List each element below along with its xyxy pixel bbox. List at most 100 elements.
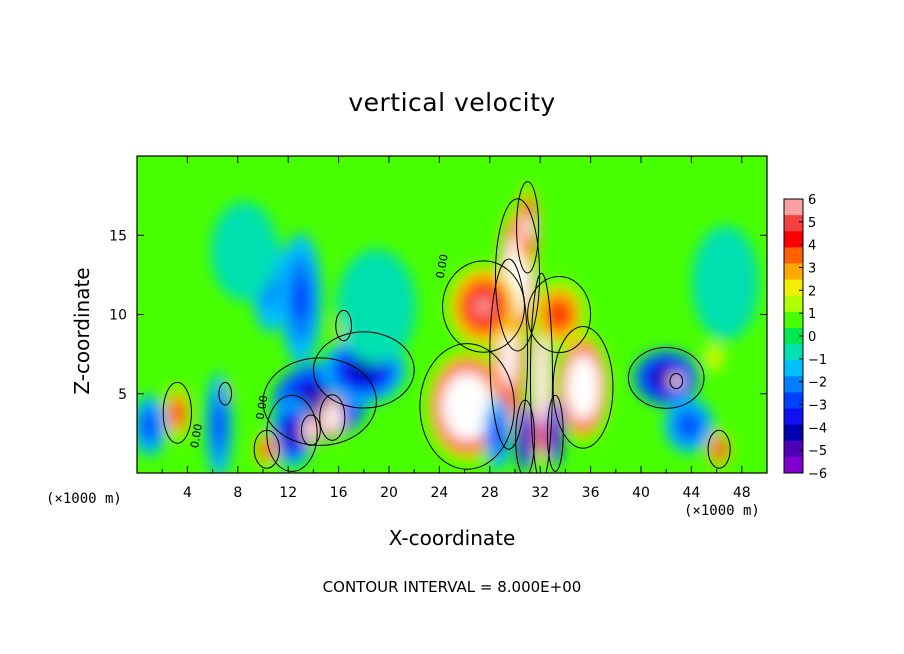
- contour-label: 0.00: [188, 423, 205, 449]
- zero-contour-line: [529, 272, 553, 473]
- field-contour-band: [513, 264, 522, 285]
- x-axis: 4 8 12 16 20 24 28 32 36 40 44 48: [161, 156, 751, 501]
- colorbar: 6 5 4 3 2 1 0 −1 −2 −3 −4 −5 −6: [783, 193, 827, 482]
- field-contour-band: [679, 414, 699, 436]
- field-contour-band: [524, 219, 531, 235]
- contour-labels: 0.00 0.00 0.00: [188, 253, 451, 449]
- zero-contour-line: [312, 331, 415, 409]
- zero-contour-line: [489, 258, 529, 450]
- zero-contour-line: [162, 381, 192, 444]
- colorbar-label: 5: [808, 216, 816, 231]
- zero-contour-line: [300, 414, 321, 446]
- zero-contour-line: [546, 394, 564, 472]
- zero-contour-line: [218, 381, 232, 406]
- zero-contour-line: [253, 429, 280, 469]
- zero-contour-line: [627, 346, 705, 409]
- colorbar-swatch: [784, 360, 803, 377]
- field-contour-band: [673, 378, 679, 384]
- x-tick-label: 16: [330, 485, 348, 501]
- x-tick-label: 12: [279, 485, 297, 501]
- field-contour-band: [292, 275, 310, 322]
- field-feature: [448, 266, 519, 347]
- colorbar-label: −5: [808, 444, 827, 459]
- field-contour-band: [351, 360, 376, 380]
- field-contour-band: [142, 413, 157, 437]
- field-feature: [516, 187, 539, 268]
- field-feature: [704, 342, 724, 372]
- colorbar-label: −3: [808, 399, 827, 414]
- zero-contour-line: [707, 429, 731, 469]
- colorbar-label: 3: [808, 262, 816, 277]
- field-feature: [320, 396, 345, 439]
- field-contour-band: [504, 342, 513, 367]
- field-feature: [708, 431, 730, 468]
- field-feature: [484, 396, 511, 471]
- colorbar-swatch: [784, 247, 803, 264]
- field-contour-band: [460, 397, 474, 415]
- colorbar-swatch: [784, 311, 803, 329]
- field-feature: [301, 415, 321, 445]
- zero-contour-line: [442, 260, 525, 353]
- field-contour-band: [307, 426, 314, 434]
- field-contour-band: [707, 253, 744, 313]
- zero-contour-line: [262, 357, 377, 446]
- field-feature: [633, 350, 699, 406]
- field-feature: [427, 352, 507, 461]
- field-contour-band: [550, 304, 568, 325]
- x-tick-label: 20: [380, 485, 398, 501]
- colorbar-swatch: [784, 344, 803, 361]
- zero-contour-line: [419, 343, 515, 470]
- x-tick-label: 36: [582, 485, 600, 501]
- x-tick-label: 28: [481, 485, 499, 501]
- zero-contour-line: [335, 309, 353, 342]
- colorbar-label: 4: [808, 239, 816, 254]
- contour-label: 0.00: [434, 253, 451, 279]
- colorbar-label: 2: [808, 284, 816, 299]
- contour-interval-note: CONTOUR INTERVAL = 8.000E+00: [322, 578, 582, 596]
- zero-contour-line: [266, 394, 318, 472]
- field-feature: [279, 233, 322, 365]
- field-contour-band: [262, 443, 272, 456]
- zero-contour-line: [319, 394, 346, 441]
- colorbar-swatch: [784, 392, 803, 410]
- field-feature: [269, 399, 315, 468]
- field-contour-band: [172, 404, 183, 422]
- x-tick-label: 32: [531, 485, 549, 501]
- x-tick-label: 44: [682, 485, 700, 501]
- zero-contour-line: [516, 181, 540, 274]
- y-axis: 5 10 15: [109, 228, 767, 403]
- colorbar-label: −1: [808, 353, 827, 368]
- y-tick-label: 15: [109, 228, 127, 244]
- field-contour-band: [708, 348, 720, 366]
- field-feature: [210, 201, 278, 301]
- chart-title: vertical velocity: [348, 88, 556, 117]
- field-feature: [163, 385, 191, 441]
- x-tick-label: 40: [632, 485, 650, 501]
- x-scale-note-right: (×1000 m): [684, 503, 760, 519]
- contour-label: 0.00: [254, 394, 271, 420]
- field-feature: [515, 404, 535, 472]
- colorbar-swatch: [784, 199, 803, 216]
- field-contour-band: [521, 430, 529, 446]
- field-contour-band: [578, 379, 589, 396]
- colorbar-swatch: [784, 424, 803, 442]
- x-tick-label: 8: [233, 485, 242, 501]
- colorbar-label: −4: [808, 421, 827, 436]
- colorbar-swatch: [784, 456, 803, 474]
- field-feature: [205, 372, 233, 473]
- zero-contours: [162, 181, 731, 473]
- colorbar-label: 1: [808, 307, 816, 322]
- y-tick-label: 10: [109, 308, 127, 324]
- colorbar-swatch: [784, 376, 803, 393]
- colorbar-label: 0: [808, 330, 816, 345]
- colorbar-swatch: [784, 327, 803, 345]
- field-feature: [137, 394, 167, 456]
- zero-contour-line: [669, 372, 684, 390]
- colorbar-swatch: [784, 231, 803, 248]
- field-contour-band: [538, 365, 545, 391]
- field-feature: [321, 336, 407, 404]
- colorbar-swatch: [784, 440, 803, 458]
- colorbar-swatch: [784, 263, 803, 281]
- x-tick-label: 4: [183, 485, 192, 501]
- zero-contour-line: [515, 399, 536, 473]
